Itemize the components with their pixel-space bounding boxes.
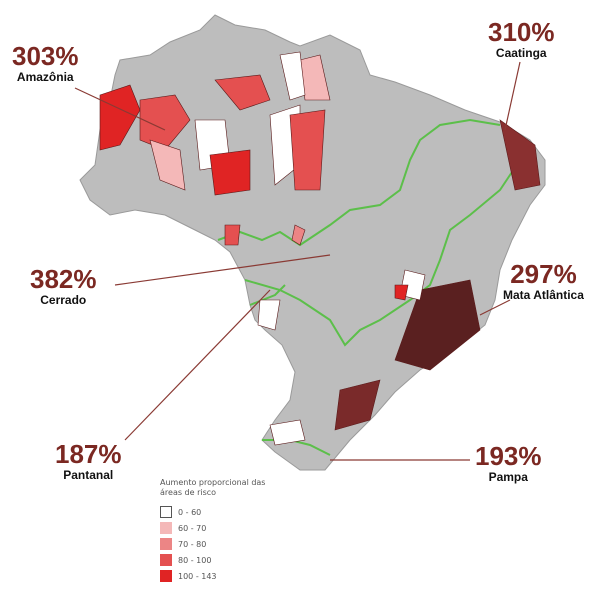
cerrado-pct: 382% (30, 264, 97, 294)
legend-label: 0 - 60 (178, 507, 202, 517)
mata-atlantica-pct: 297% (510, 259, 577, 289)
legend-item: 60 - 70 (160, 520, 270, 536)
legend-item: 80 - 100 (160, 552, 270, 568)
legend-label: 70 - 80 (178, 539, 207, 549)
caatinga-name: Caatinga (495, 46, 547, 60)
risk-patches (99, 51, 541, 446)
legend-swatch (160, 554, 172, 566)
label-pantanal: 187% Pantanal (55, 440, 122, 482)
pampa-name: Pampa (488, 470, 528, 484)
mata-atlantica-name: Mata Atlântica (503, 288, 584, 302)
legend-swatch (160, 570, 172, 582)
cerrado-name: Cerrado (40, 293, 87, 307)
amazonia-pct: 303% (12, 41, 79, 71)
label-amazonia: 303% Amazônia (12, 42, 79, 84)
legend-item: 70 - 80 (160, 536, 270, 552)
legend: Aumento proporcional das áreas de risco … (160, 478, 270, 584)
legend-swatch (160, 538, 172, 550)
label-mata-atlantica: 297% Mata Atlântica (503, 260, 584, 302)
leader-lines (74, 61, 521, 461)
label-pampa: 193% Pampa (475, 442, 542, 484)
amazonia-name: Amazônia (16, 70, 74, 84)
pantanal-name: Pantanal (63, 468, 114, 482)
legend-label: 100 - 143 (178, 571, 217, 581)
legend-swatch (160, 522, 172, 534)
pampa-pct: 193% (475, 441, 542, 471)
caatinga-pct: 310% (488, 17, 555, 47)
label-caatinga: 310% Caatinga (488, 18, 555, 60)
pantanal-pct: 187% (55, 439, 122, 469)
legend-label: 80 - 100 (178, 555, 212, 565)
legend-item: 0 - 60 (160, 504, 270, 520)
label-cerrado: 382% Cerrado (30, 265, 97, 307)
legend-title: Aumento proporcional das áreas de risco (160, 478, 266, 497)
legend-item: 100 - 143 (160, 568, 270, 584)
legend-label: 60 - 70 (178, 523, 207, 533)
legend-swatch (160, 506, 172, 518)
